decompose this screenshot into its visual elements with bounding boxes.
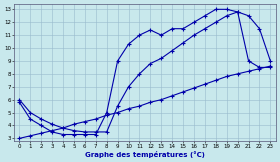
X-axis label: Graphe des températures (°C): Graphe des températures (°C) <box>85 151 205 158</box>
